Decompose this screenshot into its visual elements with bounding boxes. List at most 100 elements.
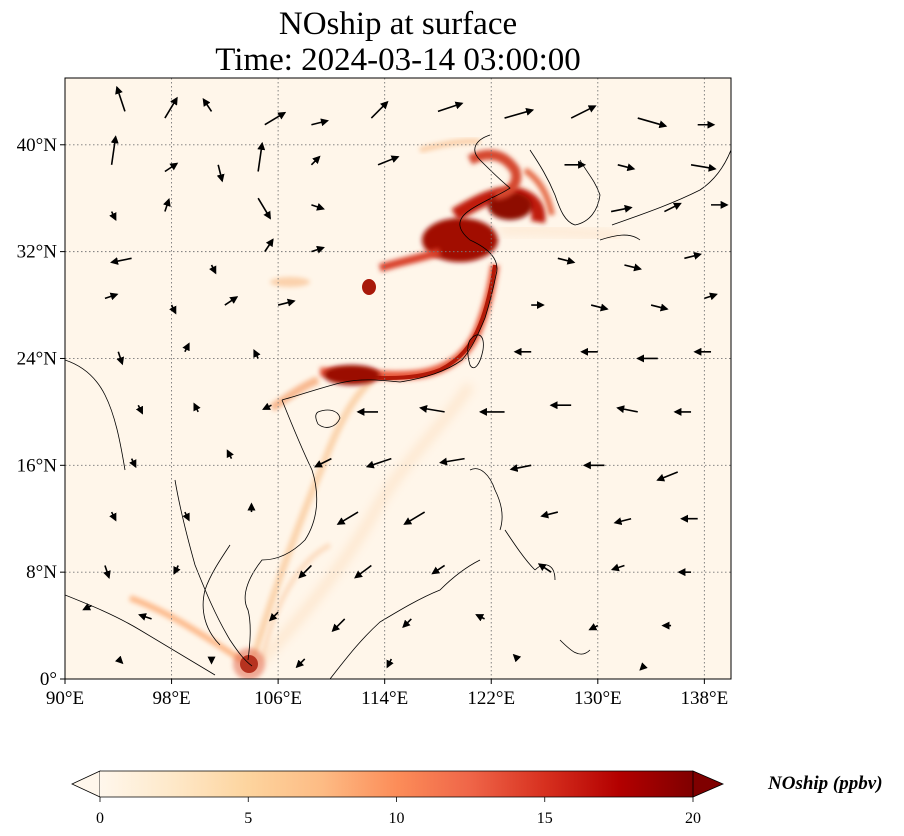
wind-arrow [202, 98, 213, 112]
lat-tick-label: 32°N [17, 242, 58, 263]
wind-arrow [110, 135, 119, 165]
wind-arrow [617, 163, 636, 172]
plume-route-sg-east [254, 382, 474, 668]
lon-tick-label: 122°E [467, 688, 515, 709]
map-frame [64, 77, 732, 680]
lat-tick-label: 8°N [26, 562, 57, 583]
colorbar-tick-label: 20 [685, 810, 701, 827]
wind-arrow [616, 405, 638, 414]
wind-arrow [537, 563, 552, 573]
plume-gulf-of-tonkin [269, 376, 320, 412]
wind-arrow [295, 658, 306, 669]
wind-vectors [82, 85, 729, 671]
wind-arrow [298, 564, 312, 579]
colorbar-max-extend [692, 770, 725, 798]
colorbar-tick-label: 5 [244, 810, 252, 827]
coastline-taiwan [467, 334, 484, 369]
wind-arrow [439, 457, 465, 466]
wind-arrow [209, 264, 217, 275]
colorbar-gradient [100, 771, 693, 797]
wind-arrow [82, 603, 92, 611]
wind-arrow [690, 163, 717, 172]
lon-tick-label: 130°E [574, 688, 622, 709]
wind-arrow [377, 155, 400, 166]
wind-arrow [115, 85, 126, 112]
wind-arrow [313, 457, 332, 468]
wind-arrow [610, 563, 625, 572]
plume-route-sg-south-china-sea [248, 377, 375, 665]
wind-arrow [570, 105, 597, 119]
wind-arrow [419, 404, 445, 413]
wind-arrow [557, 256, 576, 265]
lat-tick-label: 24°N [17, 348, 58, 369]
wind-arrow [109, 211, 117, 221]
wind-arrow [336, 511, 359, 525]
plume-route-vietnam-coast [259, 542, 332, 661]
plume-bohai [467, 149, 522, 200]
lat-tick-label: 0° [40, 669, 57, 690]
colorbar-ticks: 0 5 10 15 20 [96, 797, 701, 827]
wind-arrow [169, 304, 177, 315]
wind-arrow [311, 203, 325, 211]
wind-arrow [114, 655, 124, 665]
map-time-subtitle: Time: 2024-03-14 03:00:00 [215, 42, 581, 78]
wind-arrow [116, 351, 125, 366]
wind-arrow [650, 303, 669, 312]
plume-inland-central [270, 277, 310, 287]
wind-arrow [310, 155, 321, 166]
wind-arrow [226, 449, 234, 459]
wind-arrow [509, 464, 532, 472]
wind-arrow [268, 611, 279, 622]
wind-arrow [257, 197, 271, 220]
wind-arrow [402, 618, 412, 629]
plume-north-inland [419, 138, 481, 153]
wind-arrow [182, 342, 190, 353]
wind-arrow [639, 662, 648, 671]
wind-arrow [109, 511, 117, 522]
wind-arrow [656, 471, 679, 482]
wind-arrow [104, 292, 119, 301]
coastline-china-east [281, 134, 511, 401]
wind-arrow [540, 510, 559, 519]
wind-arrow [386, 658, 394, 669]
wind-arrow [264, 238, 274, 253]
wind-arrow [173, 565, 181, 575]
wind-arrow [182, 511, 190, 522]
plume-pearl-river-delta [324, 365, 380, 385]
lat-tick-label: 16°N [17, 455, 58, 476]
wind-arrow [613, 517, 632, 526]
wind-arrow [431, 564, 446, 575]
lat-tick-label: 40°N [17, 135, 58, 156]
colorbar-tick-label: 0 [96, 810, 104, 827]
coastlines [65, 134, 731, 679]
wind-arrow [624, 263, 642, 272]
wind-arrow [311, 118, 329, 127]
colorbar-title: NOship (ppbv) [767, 773, 883, 794]
wind-arrow [163, 198, 171, 212]
lon-tick-label: 90°E [46, 688, 84, 709]
wind-arrow [331, 618, 346, 633]
lon-tick-label: 138°E [681, 688, 729, 709]
wind-arrow [311, 245, 325, 254]
wind-arrow [216, 164, 225, 183]
colorbar-tick-label: 15 [537, 810, 553, 827]
wind-arrow [224, 296, 239, 306]
colorbar-tick-label: 10 [389, 810, 405, 827]
wind-arrow [370, 100, 389, 119]
wind-arrow [110, 257, 132, 265]
wind-arrow [257, 141, 266, 172]
wind-arrow [610, 204, 633, 213]
map-plot-area [65, 78, 731, 679]
map-title: NOship at surface [278, 6, 518, 42]
wind-arrow [704, 292, 718, 301]
wind-arrow [164, 162, 179, 173]
coastline-hainan [315, 409, 341, 428]
coastline-japan [599, 149, 731, 241]
plume-yangtze-delta [422, 218, 498, 262]
wind-arrow [253, 349, 261, 359]
plume-east-china-sea [499, 225, 621, 241]
lon-tick-label: 106°E [254, 688, 302, 709]
coastline-bay-of-bengal [65, 359, 126, 471]
lon-tick-label: 98°E [152, 688, 190, 709]
